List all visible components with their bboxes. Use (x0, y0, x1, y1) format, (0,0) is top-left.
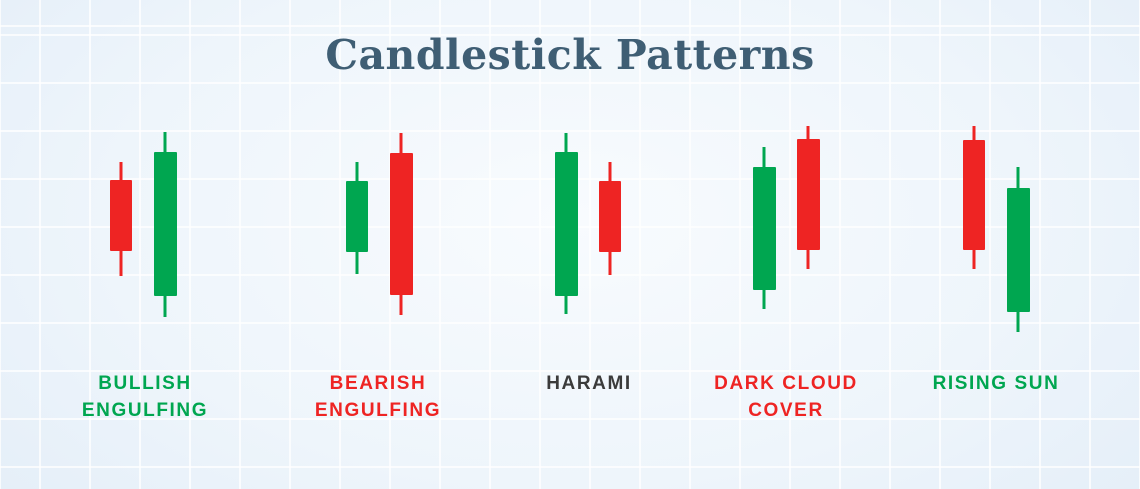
candle-body (389, 153, 413, 295)
pattern-label-line: DARK CLOUD (714, 373, 858, 394)
pattern-label-rising-sun: RISING SUN (933, 370, 1060, 397)
candle-bearish (963, 126, 985, 269)
diagram-title: Candlestick Patterns (325, 31, 815, 79)
candle-bearish (389, 133, 413, 315)
candle-bullish (554, 133, 578, 314)
pattern-label-line: RISING SUN (932, 373, 1060, 394)
candle-body (599, 181, 621, 252)
pattern-label-line: ENGULFING (81, 400, 209, 421)
pattern-label-bearish-engulfing: BEARISH ENGULFING (315, 370, 441, 424)
candle-bullish (153, 132, 177, 317)
candle-bullish (1006, 167, 1030, 332)
candle-bearish (599, 162, 621, 275)
pattern-label-bullish-engulfing: BULLISH ENGULFING (82, 370, 208, 424)
pattern-label-dark-cloud-cover: DARK CLOUD COVER (714, 370, 858, 424)
candle-body (346, 181, 368, 252)
candle-body (1006, 188, 1030, 312)
candle-bearish (110, 162, 132, 276)
candle-body (153, 152, 177, 296)
candle-body (963, 140, 985, 250)
pattern-label-line: COVER (748, 400, 824, 421)
candle-bullish (346, 162, 368, 274)
candle-bearish (796, 126, 820, 269)
pattern-label-line: BULLISH (98, 373, 192, 394)
candle-body (110, 180, 132, 251)
candle-bullish (752, 147, 776, 309)
pattern-label-line: ENGULFING (314, 400, 442, 421)
candle-body (752, 167, 776, 290)
candle-body (796, 139, 820, 250)
pattern-label-line: BEARISH (329, 373, 427, 394)
candle-body (554, 152, 578, 296)
pattern-label-harami: HARAMI (546, 370, 632, 397)
pattern-label-line: HARAMI (546, 373, 632, 394)
